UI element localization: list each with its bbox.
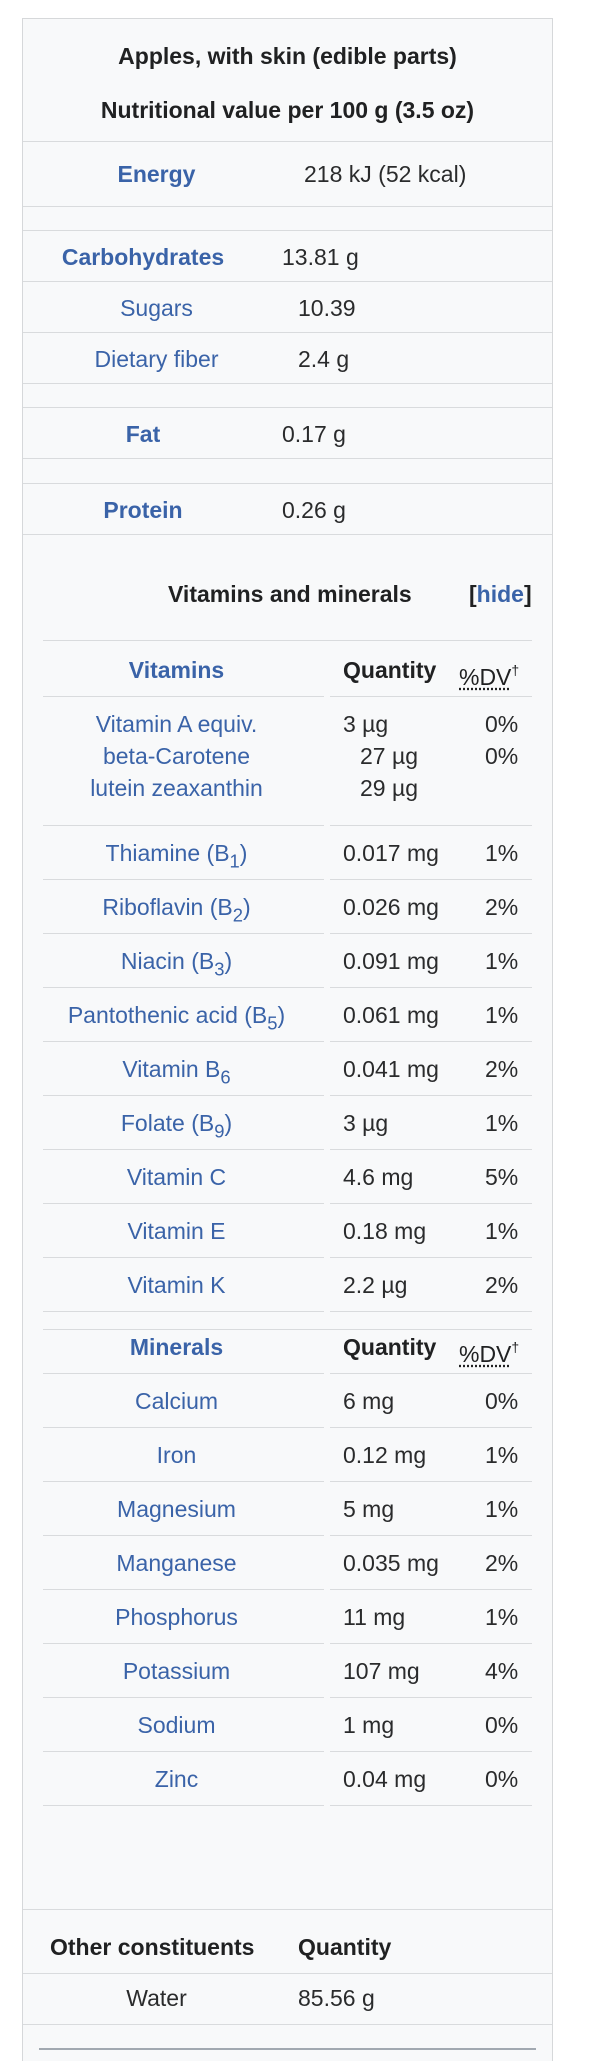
protein-value: 0.26 g	[282, 497, 346, 523]
beta-carotene-dv: 0%	[485, 743, 519, 769]
sugars-link[interactable]: Sugars	[120, 295, 193, 321]
vitamin-a-link[interactable]: Vitamin A equiv.	[95, 711, 258, 737]
mineral-row-link[interactable]: Magnesium	[117, 1496, 236, 1522]
protein-link[interactable]: Protein	[103, 497, 183, 523]
beta-carotene-qty: 27 µg	[360, 743, 419, 769]
vitamin-row-link[interactable]: Pantothenic acid (B5)	[67, 1002, 286, 1034]
mineral-row-link[interactable]: Sodium	[137, 1712, 216, 1738]
vitamin-row-dv: 5%	[485, 1164, 519, 1190]
vitamin-row-link[interactable]: Vitamin E	[127, 1218, 226, 1244]
vitamin-row-qty: 0.041 mg	[343, 1056, 439, 1082]
vitamin-row-dv: 1%	[485, 1218, 519, 1244]
lutein-zeaxanthin-qty: 29 µg	[360, 775, 419, 801]
mineral-row-qty: 0.12 mg	[343, 1442, 427, 1468]
vitamin-row-dv: 1%	[485, 840, 519, 866]
water-label: Water	[126, 1985, 187, 2011]
vitamin-row-qty: 0.091 mg	[343, 948, 439, 974]
vitamin-row-dv: 1%	[485, 1110, 519, 1136]
mineral-row-qty: 5 mg	[343, 1496, 395, 1522]
mineral-row-link[interactable]: Iron	[156, 1442, 197, 1468]
mineral-row-dv: 0%	[485, 1766, 519, 1792]
mineral-row-link[interactable]: Manganese	[116, 1550, 237, 1576]
infobox-title: Apples, with skin (edible parts)	[118, 43, 457, 69]
mineral-row-qty: 0.04 mg	[343, 1766, 427, 1792]
dietary-fiber-value: 2.4 g	[298, 346, 350, 372]
energy-link[interactable]: Energy	[117, 161, 196, 187]
mineral-row-dv: 2%	[485, 1550, 519, 1576]
mineral-row-link[interactable]: Zinc	[154, 1766, 199, 1792]
vitamin-row-dv: 2%	[485, 894, 519, 920]
vitamin-row-dv: 2%	[485, 1272, 519, 1298]
energy-value: 218 kJ (52 kcal)	[304, 161, 467, 187]
vitamins-header-link[interactable]: Vitamins	[128, 657, 225, 683]
vitamin-row-dv: 1%	[485, 948, 519, 974]
vitamin-row-qty: 0.18 mg	[343, 1218, 427, 1244]
mineral-row-link[interactable]: Phosphorus	[115, 1604, 238, 1630]
vitamin-row-link[interactable]: Vitamin B6	[122, 1056, 231, 1088]
vitamin-row-link[interactable]: Thiamine (B1)	[105, 840, 248, 872]
carbohydrates-value: 13.81 g	[282, 244, 359, 270]
mineral-row-qty: 11 mg	[343, 1604, 406, 1630]
fat-value: 0.17 g	[282, 421, 346, 447]
mineral-row-dv: 4%	[485, 1658, 519, 1684]
beta-carotene-link[interactable]: beta-Carotene	[102, 743, 251, 769]
vitamin-row-dv: 2%	[485, 1056, 519, 1082]
vitamins-quantity-header: Quantity	[343, 657, 437, 683]
nutrition-infobox: Apples, with skin (edible parts) Nutriti…	[22, 18, 553, 2061]
vitamin-row-qty: 0.061 mg	[343, 1002, 439, 1028]
vitamin-row-link[interactable]: Riboflavin (B2)	[102, 894, 251, 926]
vitamin-row-qty: 3 µg	[343, 1110, 389, 1136]
vitamin-row-qty: 4.6 mg	[343, 1164, 414, 1190]
mineral-row-dv: 1%	[485, 1496, 519, 1522]
water-value: 85.56 g	[298, 1985, 375, 2011]
vitamin-row-qty: 2.2 µg	[343, 1272, 408, 1298]
dietary-fiber-link[interactable]: Dietary fiber	[94, 346, 219, 372]
mineral-row-qty: 107 mg	[343, 1658, 420, 1684]
vitamin-a-qty: 3 µg	[343, 711, 389, 737]
vitamin-row-link[interactable]: Folate (B9)	[120, 1110, 233, 1142]
lutein-zeaxanthin-link[interactable]: lutein zeaxanthin	[90, 775, 263, 801]
bottom-rule	[39, 2048, 536, 2050]
minerals-quantity-header: Quantity	[343, 1334, 437, 1360]
vitamins-minerals-title: Vitamins and minerals	[168, 581, 412, 607]
vitamin-row-qty: 0.017 mg	[343, 840, 439, 866]
vitamin-row-link[interactable]: Vitamin K	[127, 1272, 226, 1298]
other-constituents-header: Other constituents	[50, 1934, 255, 1960]
carbohydrates-link[interactable]: Carbohydrates	[61, 244, 225, 270]
vitamin-row-link[interactable]: Vitamin C	[126, 1164, 227, 1190]
mineral-row-dv: 1%	[485, 1604, 519, 1630]
vitamin-row-dv: 1%	[485, 1002, 519, 1028]
mineral-row-dv: 1%	[485, 1442, 519, 1468]
mineral-row-qty: 0.035 mg	[343, 1550, 439, 1576]
hide-link[interactable]: hide	[476, 581, 524, 607]
minerals-header-link[interactable]: Minerals	[129, 1334, 224, 1360]
vitamins-dv-header[interactable]: %DV†	[459, 662, 520, 690]
vitamin-row-link[interactable]: Niacin (B3)	[120, 948, 233, 980]
hide-toggle[interactable]: [hide]	[469, 581, 532, 607]
other-quantity-header: Quantity	[298, 1934, 392, 1960]
minerals-dv-header[interactable]: %DV†	[459, 1339, 520, 1367]
vitamin-row-qty: 0.026 mg	[343, 894, 439, 920]
mineral-row-dv: 0%	[485, 1712, 519, 1738]
vitamin-a-dv: 0%	[485, 711, 519, 737]
sugars-value: 10.39	[298, 295, 356, 321]
mineral-row-qty: 6 mg	[343, 1388, 395, 1414]
mineral-row-dv: 0%	[485, 1388, 519, 1414]
mineral-row-qty: 1 mg	[343, 1712, 395, 1738]
fat-link[interactable]: Fat	[125, 421, 161, 447]
mineral-row-link[interactable]: Potassium	[122, 1658, 231, 1684]
mineral-row-link[interactable]: Calcium	[134, 1388, 219, 1414]
infobox-subtitle: Nutritional value per 100 g (3.5 oz)	[100, 97, 475, 123]
